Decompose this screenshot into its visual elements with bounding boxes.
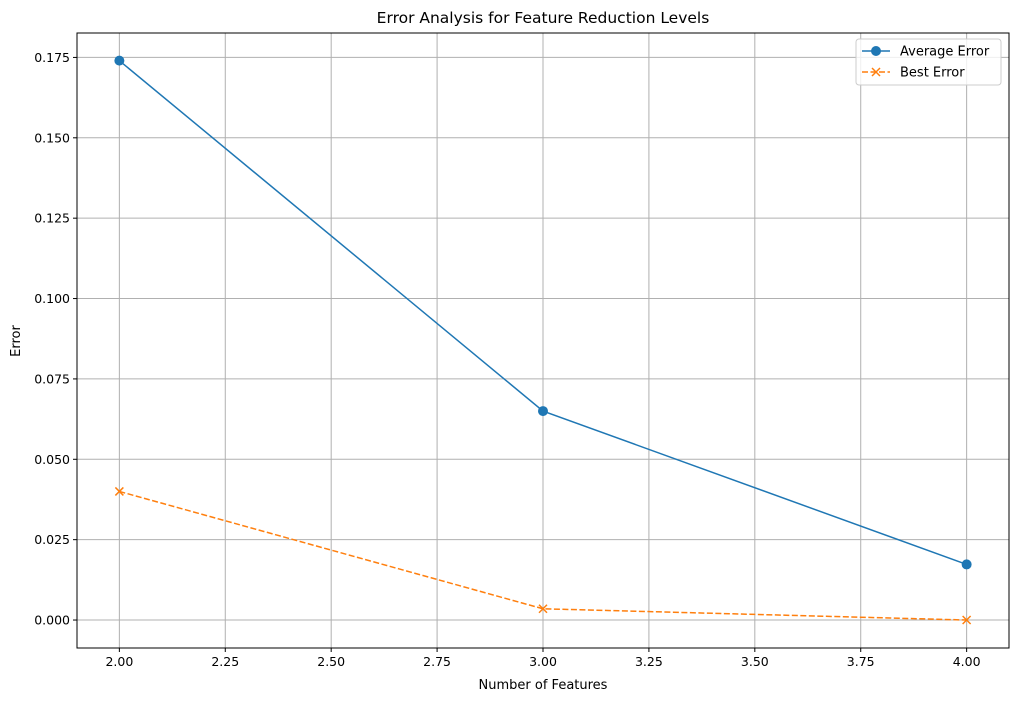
- marker-stroke: [538, 604, 548, 614]
- x-tick-label: 3.00: [529, 654, 557, 669]
- average-error-point: [961, 559, 972, 570]
- x-tick-label: 3.75: [847, 654, 875, 669]
- x-tick-label: 2.25: [211, 654, 239, 669]
- legend: Average Error Best Error: [855, 38, 1002, 86]
- y-tick-label: 0.100: [34, 291, 70, 306]
- x-tick-label: 2.50: [317, 654, 345, 669]
- y-tick-label: 0.175: [34, 50, 70, 65]
- x-tick-label: 2.00: [105, 654, 133, 669]
- ticks: 2.00 2.25 2.50 2.75 3.00 3.25 3.50 3.75 4.00 0.00…: [34, 50, 980, 669]
- legend-label-average-error: Average Error: [900, 45, 990, 60]
- legend-marker-average-error: [871, 46, 881, 56]
- y-tick-label: 0.000: [34, 613, 70, 628]
- legend-label-best-error: Best Error: [900, 66, 965, 81]
- y-tick-label: 0.075: [34, 371, 70, 386]
- marker-stroke: [962, 615, 972, 625]
- y-axis-label: Error: [9, 325, 24, 357]
- x-tick-label: 2.75: [423, 654, 451, 669]
- legend-marker-best-error: [871, 67, 881, 77]
- average-error-point: [538, 406, 548, 417]
- average-error-point: [114, 55, 125, 66]
- y-tick-label: 0.025: [34, 532, 70, 547]
- marker-stroke: [871, 67, 881, 77]
- chart-title: Error Analysis for Feature Reduction Lev…: [377, 9, 710, 27]
- best-error-point: [538, 604, 548, 614]
- marker-stroke: [114, 486, 124, 496]
- series-layer: [114, 55, 972, 625]
- grid: [77, 33, 1009, 648]
- x-axis-label: Number of Features: [479, 678, 608, 693]
- best-error-point: [962, 615, 972, 625]
- y-tick-label: 0.050: [34, 452, 70, 467]
- y-tick-label: 0.150: [34, 130, 70, 145]
- x-tick-label: 3.50: [741, 654, 769, 669]
- y-tick-label: 0.125: [34, 211, 70, 226]
- best-error-point: [114, 486, 124, 496]
- best-error-line: [119, 490, 967, 621]
- legend-box: [855, 38, 1002, 86]
- x-tick-label: 3.25: [635, 654, 663, 669]
- x-tick-label: 4.00: [953, 654, 981, 669]
